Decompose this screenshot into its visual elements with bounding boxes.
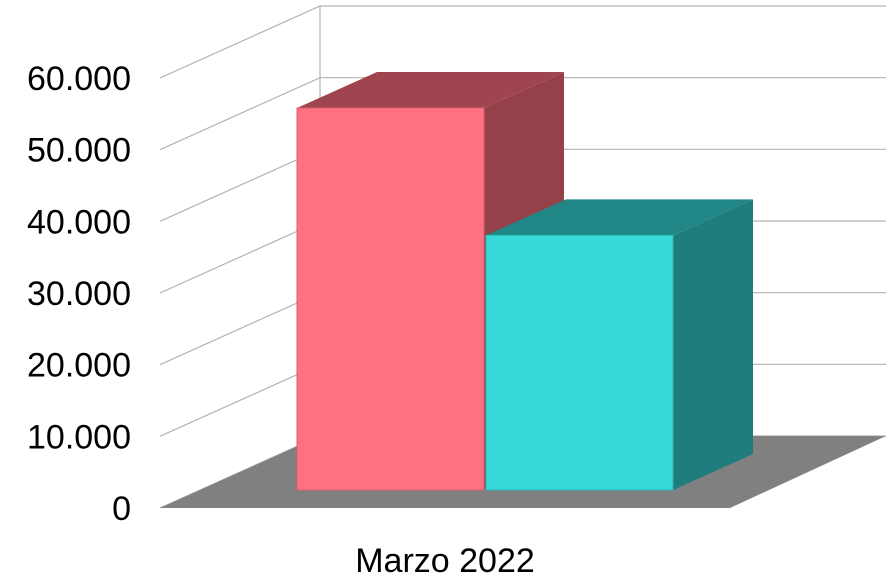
gridline — [159, 5, 886, 79]
y-tick-label: 10.000 — [27, 418, 131, 456]
bar-top — [297, 72, 564, 108]
bar-front — [296, 107, 485, 491]
y-tick-label: 50.000 — [27, 132, 131, 170]
bar-top — [486, 199, 753, 236]
bar — [485, 199, 753, 491]
y-axis-ticks: 0 10.000 20.000 30.000 40.000 50.000 60.000 — [27, 60, 131, 528]
bars — [296, 72, 753, 491]
y-tick-label: 0 — [112, 490, 131, 528]
y-tick-label: 20.000 — [27, 347, 131, 385]
bar-side — [673, 199, 753, 491]
y-tick-label: 40.000 — [27, 203, 131, 241]
y-tick-label: 30.000 — [27, 275, 131, 313]
x-axis-ticks: Marzo 2022 — [355, 542, 535, 577]
x-tick-label: Marzo 2022 — [355, 542, 535, 577]
gridline — [159, 77, 886, 151]
y-tick-label: 60.000 — [27, 60, 131, 98]
bar-front — [485, 234, 674, 491]
